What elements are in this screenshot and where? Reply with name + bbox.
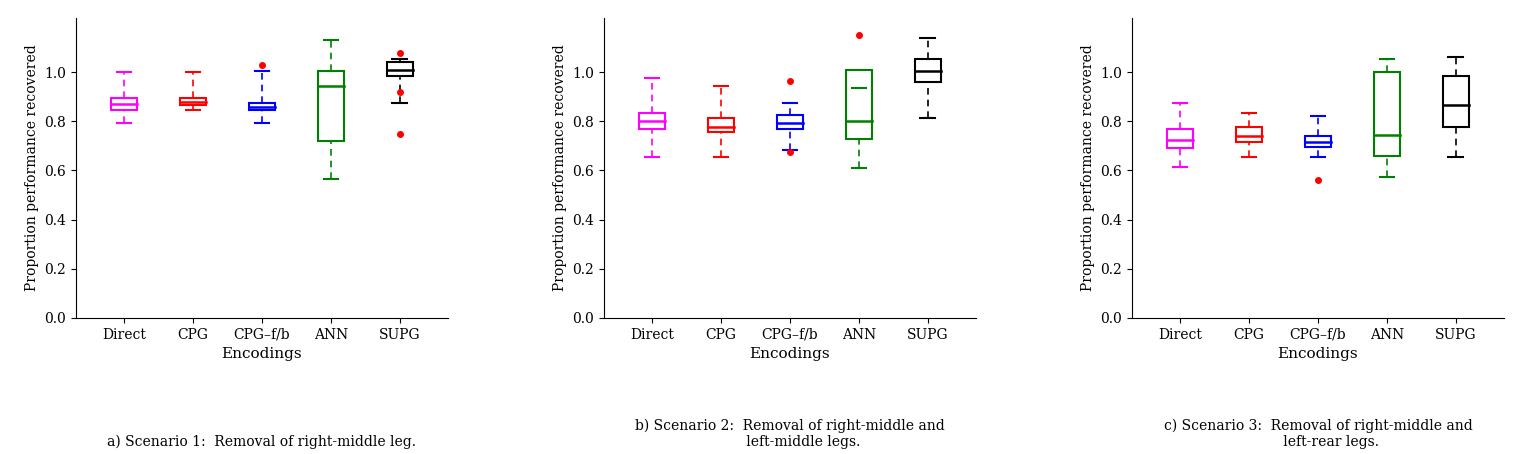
Y-axis label: Proportion performance recovered: Proportion performance recovered <box>1082 44 1095 291</box>
Bar <box>1236 128 1262 142</box>
Text: a) Scenario 1:  Removal of right-middle leg.: a) Scenario 1: Removal of right-middle l… <box>108 435 416 449</box>
X-axis label: Encodings: Encodings <box>1277 347 1358 361</box>
Bar <box>317 71 343 141</box>
Bar <box>914 59 940 82</box>
Bar <box>1443 76 1469 128</box>
Bar <box>111 98 137 110</box>
Bar <box>1167 128 1194 148</box>
Y-axis label: Proportion performance recovered: Proportion performance recovered <box>24 44 39 291</box>
Bar <box>846 70 872 138</box>
Bar <box>249 103 275 110</box>
Text: c) Scenario 3:  Removal of right-middle and
      left-rear legs.: c) Scenario 3: Removal of right-middle a… <box>1164 419 1472 449</box>
Bar <box>776 115 804 128</box>
Bar <box>708 118 734 133</box>
X-axis label: Encodings: Encodings <box>749 347 831 361</box>
Bar <box>179 98 207 105</box>
Bar <box>1373 72 1401 156</box>
Bar <box>639 113 665 128</box>
Bar <box>1305 136 1331 147</box>
X-axis label: Encodings: Encodings <box>222 347 302 361</box>
Bar <box>386 62 413 76</box>
Text: b) Scenario 2:  Removal of right-middle and
      left-middle legs.: b) Scenario 2: Removal of right-middle a… <box>635 419 945 449</box>
Y-axis label: Proportion performance recovered: Proportion performance recovered <box>553 44 567 291</box>
